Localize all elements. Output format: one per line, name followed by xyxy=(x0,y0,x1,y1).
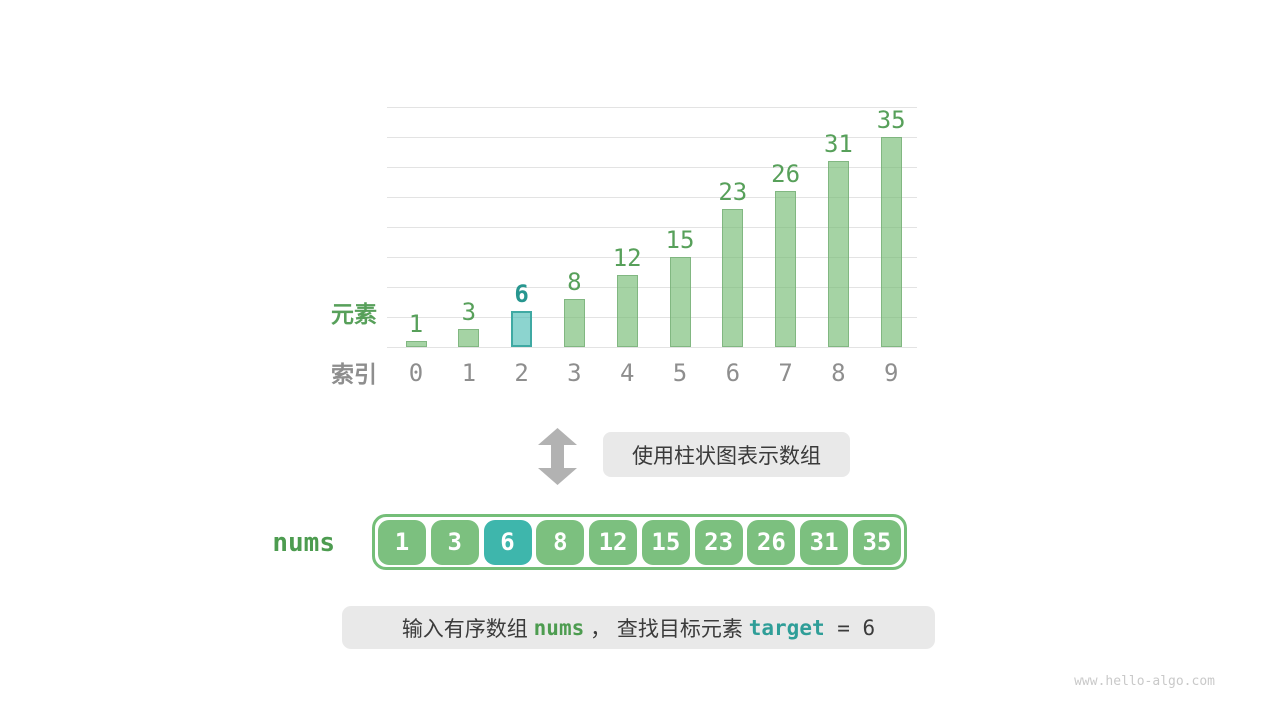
index-label: 4 xyxy=(619,359,635,387)
gridline xyxy=(387,197,917,198)
array-cell: 15 xyxy=(641,519,690,565)
array-cell: 3 xyxy=(430,519,479,565)
array-cell: 31 xyxy=(800,519,849,565)
index-label: 9 xyxy=(883,359,899,387)
array-label: nums xyxy=(272,528,335,558)
array-cell: 12 xyxy=(589,519,638,565)
bar-highlighted xyxy=(511,311,533,347)
gridline xyxy=(387,287,917,288)
bar xyxy=(669,257,691,347)
bar-value-label: 31 xyxy=(823,130,853,158)
index-label: 8 xyxy=(831,359,846,387)
index-label: 2 xyxy=(514,359,529,387)
array-cell: 23 xyxy=(694,519,743,565)
bar xyxy=(722,209,744,347)
index-row-label: 索引 xyxy=(331,361,377,387)
bar-value-label: 35 xyxy=(876,106,906,134)
bar-value-label: 1 xyxy=(408,310,424,338)
caption-box: 输入有序数组 nums ， 查找目标元素 target = 6 xyxy=(342,606,935,649)
bar xyxy=(827,161,849,347)
caption-part: ， 查找目标元素 xyxy=(584,617,749,641)
annotation-box: 使用柱状图表示数组 xyxy=(603,432,850,477)
gridline xyxy=(387,257,917,258)
bar xyxy=(458,329,480,347)
bar-value-label: 23 xyxy=(718,178,748,206)
bar xyxy=(563,299,585,347)
array-cell: 8 xyxy=(536,519,585,565)
gridline xyxy=(387,137,917,138)
bar-value-label: 8 xyxy=(567,268,582,296)
gridline xyxy=(387,167,917,168)
caption-part: target xyxy=(748,615,825,640)
bar xyxy=(405,341,427,347)
double-vertical-arrow-icon xyxy=(538,428,577,485)
array-cell: 26 xyxy=(747,519,796,565)
watermark-text: www.hello-algo.com xyxy=(1074,674,1215,689)
index-label: 3 xyxy=(567,359,582,387)
array-cell: 35 xyxy=(852,519,901,565)
gridline xyxy=(387,317,917,318)
bar-value-label: 3 xyxy=(461,298,477,326)
gridline xyxy=(387,347,917,348)
bar xyxy=(775,191,797,347)
caption-part: 输入有序数组 xyxy=(401,617,534,641)
index-label: 5 xyxy=(672,359,688,387)
bar xyxy=(880,137,902,347)
array-cell-highlighted: 6 xyxy=(483,519,532,565)
array-cell: 1 xyxy=(378,519,426,565)
bar-value-label: 6 xyxy=(514,280,529,308)
index-label: 1 xyxy=(461,359,477,387)
bar-value-label: 26 xyxy=(771,160,801,188)
bar-value-label: 15 xyxy=(665,226,695,254)
index-label: 6 xyxy=(725,359,741,387)
value-row-label: 元素 xyxy=(331,301,377,327)
caption-part: nums xyxy=(533,615,585,640)
index-label: 0 xyxy=(408,359,424,387)
bar xyxy=(616,275,638,347)
gridline xyxy=(387,227,917,228)
bar-value-label: 12 xyxy=(612,244,642,272)
caption-part: = 6 xyxy=(824,615,876,640)
index-label: 7 xyxy=(778,359,793,387)
nums-array: 1 3 6 8 12 15 23 26 31 35 xyxy=(372,514,907,570)
gridline xyxy=(387,107,917,108)
